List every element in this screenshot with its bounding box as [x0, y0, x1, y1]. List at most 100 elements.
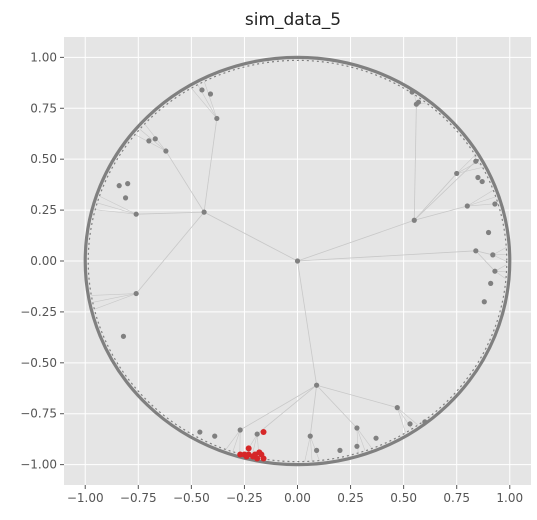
- tree-edge: [225, 429, 241, 450]
- tree-edge: [95, 209, 137, 215]
- child-point: [133, 290, 139, 297]
- x-tick-label: 1.00: [496, 491, 523, 505]
- boundary-circle: [83, 55, 512, 467]
- tree-edge: [203, 211, 298, 262]
- tree-edge: [203, 81, 218, 119]
- leaf-point: [207, 91, 214, 97]
- tree-edge: [139, 129, 167, 152]
- highlight-point: [260, 429, 267, 436]
- tree-edge: [456, 167, 483, 174]
- child-point: [354, 425, 360, 431]
- child-point: [473, 158, 479, 164]
- x-axis-ticks: −1.00 −0.75 −0.50 −0.25 0.00 0.25 0.50 0.75 1.00: [67, 485, 523, 505]
- leaf-point: [125, 181, 131, 187]
- highlight-points: [237, 429, 267, 462]
- child-point: [394, 405, 400, 411]
- tree-edge: [203, 118, 218, 213]
- tree-edge: [316, 384, 398, 409]
- boundary-ring: [83, 55, 512, 467]
- x-tick-label: 0.50: [390, 491, 417, 505]
- leaf-point: [314, 447, 320, 453]
- hub-point: [201, 209, 207, 215]
- tree-edge: [413, 173, 458, 221]
- tree-edge: [356, 427, 366, 451]
- leaf-point: [409, 89, 415, 95]
- tree-edge: [191, 87, 218, 119]
- y-tick-label: −1.00: [20, 458, 57, 472]
- tree-edge: [456, 154, 476, 174]
- tree-edge: [297, 250, 476, 262]
- y-tick-label: 0.00: [30, 254, 57, 268]
- leaf-point: [481, 299, 487, 305]
- y-tick-label: −0.50: [20, 356, 57, 370]
- child-point: [490, 252, 496, 258]
- tree-edge: [467, 189, 494, 207]
- highlight-point: [260, 455, 267, 462]
- leaf-point: [492, 201, 498, 207]
- leaf-point: [407, 421, 413, 427]
- leaf-point: [116, 183, 122, 189]
- leaf-point: [422, 419, 428, 425]
- tree-edges: [91, 81, 507, 462]
- hub-point: [411, 217, 417, 223]
- child-point: [133, 211, 139, 217]
- node-points: [116, 87, 498, 453]
- tree-edge: [239, 384, 317, 431]
- tree-edge: [97, 202, 137, 215]
- leaf-point: [146, 138, 152, 144]
- y-axis-ticks: 1.00 0.75 0.50 0.25 0.00 −0.25 −0.50 −0.75 −1.00: [20, 50, 64, 472]
- leaf-point: [337, 447, 343, 453]
- tree-edge: [414, 205, 468, 221]
- tree-edge: [94, 293, 137, 310]
- leaf-point: [199, 87, 205, 93]
- highlight-point: [243, 453, 250, 460]
- highlight-point: [237, 451, 244, 458]
- tree-edge: [136, 211, 205, 215]
- tree-edge: [356, 427, 373, 449]
- x-tick-label: 0.00: [284, 491, 311, 505]
- child-point: [454, 170, 460, 177]
- child-point: [464, 203, 470, 209]
- x-tick-label: −1.00: [67, 491, 104, 505]
- leaf-point: [212, 433, 218, 439]
- tree-edge: [99, 195, 137, 215]
- x-tick-label: 0.25: [337, 491, 364, 505]
- tree-edge: [244, 433, 258, 456]
- leaf-point: [197, 429, 203, 435]
- tree-edge: [91, 293, 137, 296]
- hub-point: [314, 382, 320, 388]
- leaf-point: [475, 174, 481, 181]
- tree-edge: [135, 211, 205, 294]
- tree-edge: [309, 436, 320, 461]
- leaf-point: [120, 333, 127, 339]
- leaf-point: [415, 99, 422, 105]
- highlight-point: [254, 455, 261, 462]
- leaf-point: [354, 443, 360, 449]
- highlight-point: [245, 445, 252, 452]
- child-point: [254, 431, 260, 437]
- leaf-point: [479, 178, 485, 185]
- y-tick-label: −0.25: [20, 305, 57, 319]
- tree-edge: [256, 384, 317, 435]
- tree-edge: [397, 407, 419, 426]
- tree-edge: [297, 219, 415, 262]
- leaf-point: [152, 136, 158, 142]
- tree-edge: [475, 250, 496, 272]
- hub-point: [473, 248, 479, 254]
- tree-edge: [165, 150, 205, 213]
- tree-edge: [356, 427, 359, 453]
- root-point: [294, 258, 301, 264]
- x-tick-label: −0.50: [173, 491, 210, 505]
- y-tick-label: −0.75: [20, 407, 57, 421]
- tree-edge: [232, 429, 241, 452]
- tree-edge: [309, 436, 313, 462]
- leaf-point: [373, 435, 379, 441]
- boundary-inner: [87, 59, 508, 463]
- child-point: [163, 148, 169, 154]
- tree-edge: [467, 196, 496, 207]
- tree-edge: [309, 385, 318, 437]
- tree-edge: [297, 260, 317, 386]
- tree-edge: [396, 407, 406, 433]
- x-tick-label: −0.25: [226, 491, 263, 505]
